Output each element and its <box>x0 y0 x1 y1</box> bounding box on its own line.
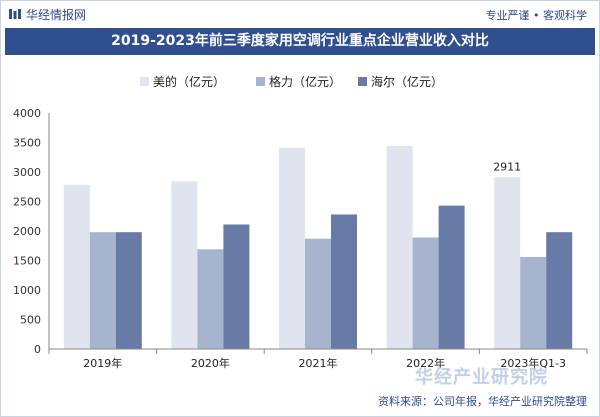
y-tick-label: 3000 <box>13 166 41 179</box>
data-labels: 2911 <box>493 160 521 173</box>
x-tick-label: 2023年Q1-3 <box>500 356 566 370</box>
legend: 美的（亿元） 格力（亿元） 海尔（亿元） <box>140 74 443 89</box>
y-tick-label: 4000 <box>13 107 41 120</box>
legend-label-haier: 海尔（亿元） <box>371 74 443 89</box>
header-bar: 华经情报网 专业严谨 • 客观科学 <box>1 1 599 27</box>
bar-midea <box>279 147 305 349</box>
y-tick-label: 3500 <box>13 137 41 150</box>
bar-gree <box>305 238 331 349</box>
x-tick-label: 2020年 <box>191 356 230 370</box>
y-tick-label: 2000 <box>13 225 41 238</box>
bar-haier <box>223 224 250 349</box>
watermark: 华经产业研究院 <box>415 367 548 388</box>
y-tick-label: 2500 <box>13 196 41 209</box>
chart-title: 2019-2023年前三季度家用空调行业重点企业营业收入对比 <box>111 33 489 49</box>
x-tick-label: 2022年 <box>406 356 445 370</box>
bar-haier <box>115 232 142 349</box>
legend-swatch-haier <box>358 77 367 86</box>
x-tick-label: 2021年 <box>299 356 338 370</box>
title-bar: 2019-2023年前三季度家用空调行业重点企业营业收入对比 <box>5 28 595 55</box>
x-tick-label: 2019年 <box>83 356 122 370</box>
legend-swatch-midea <box>140 77 149 86</box>
bar-gree <box>197 249 224 349</box>
bar-chart: 美的（亿元） 格力（亿元） 海尔（亿元） 0 500 1000 1500 2000 250… <box>13 74 588 370</box>
legend-swatch-gree <box>256 77 265 86</box>
data-label: 2911 <box>493 160 521 173</box>
x-axis: 2019年 2020年 2021年 2022年 2023年Q1-3 <box>48 348 588 370</box>
logo-icon <box>9 9 21 19</box>
legend-label-midea: 美的（亿元） <box>153 74 225 89</box>
bar-haier <box>546 232 573 349</box>
bar-midea <box>171 181 198 349</box>
y-axis: 0 500 1000 1500 2000 2500 3000 3500 4000 <box>13 107 50 356</box>
y-tick-label: 1500 <box>13 255 41 268</box>
bar-midea <box>386 146 413 349</box>
bar-gree <box>89 232 116 349</box>
y-tick-label: 500 <box>20 314 41 327</box>
slogan: 专业严谨 • 客观科学 <box>485 9 587 22</box>
brand-name: 华经情报网 <box>26 8 87 22</box>
y-tick-label: 1000 <box>13 284 41 297</box>
bar-haier <box>438 205 465 349</box>
bar-gree <box>520 256 547 349</box>
legend-label-gree: 格力（亿元） <box>269 74 341 89</box>
y-tick-label: 0 <box>34 343 41 356</box>
source-note: 资料来源：公司年报，华经产业研究院整理 <box>378 395 587 408</box>
bar-haier <box>331 214 357 349</box>
bar-midea <box>494 177 521 349</box>
bar-midea <box>63 184 90 349</box>
bars <box>63 146 573 349</box>
bar-gree <box>412 237 439 349</box>
